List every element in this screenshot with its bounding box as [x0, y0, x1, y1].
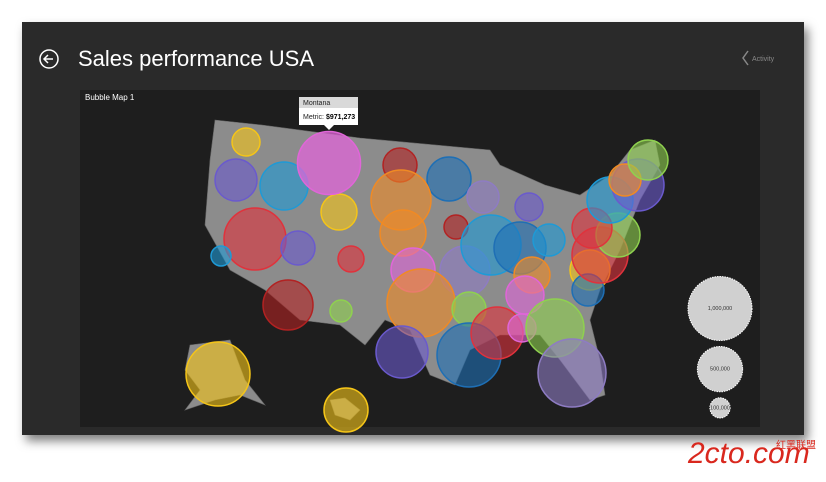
state-bubble [426, 156, 472, 202]
back-button[interactable] [39, 49, 59, 69]
tooltip-metric-label: Metric: [303, 114, 324, 121]
tooltip-body [299, 108, 358, 125]
legend-bubble [696, 346, 744, 393]
state-bubble [466, 180, 500, 214]
tooltip-header [299, 97, 358, 108]
state-bubble [231, 127, 261, 157]
state-bubble [320, 193, 358, 231]
state-bubble [514, 192, 544, 222]
tooltip-value: $971,273 [326, 114, 355, 121]
legend-label: 100,000 [710, 405, 730, 411]
page-title: Sales performance USA [78, 46, 314, 71]
state-bubble [537, 338, 607, 408]
legend-label: 500,000 [710, 367, 730, 373]
state-bubble [280, 230, 316, 266]
state-bubble [627, 139, 669, 181]
montana-bubble [296, 130, 362, 196]
state-bubble [262, 279, 314, 331]
tooltip-state: Montana [303, 100, 330, 107]
map-title: Bubble Map 1 [85, 93, 135, 102]
state-bubble [185, 341, 251, 407]
activity-button[interactable]: Activity [742, 50, 775, 66]
legend-bubble [709, 397, 731, 419]
tooltip: Montana Metric: $971,273 [299, 97, 358, 130]
state-bubble [337, 245, 365, 273]
bubble-layer [185, 127, 669, 433]
legend-bubble [687, 276, 753, 342]
activity-label: Activity [752, 56, 775, 63]
watermark-tagline: 红黑联盟 [776, 439, 816, 452]
legend-label: 1,000,000 [708, 306, 732, 312]
state-bubble [214, 158, 258, 202]
state-bubble [223, 207, 287, 271]
watermark-brand: 2cto.com [687, 437, 810, 470]
state-bubble [210, 245, 232, 267]
state-bubble [323, 387, 369, 433]
size-legend: 1,000,000 500,000 100,000 [687, 276, 753, 419]
state-bubble [375, 325, 429, 379]
state-bubble [329, 299, 353, 323]
state-bubble [532, 223, 566, 257]
